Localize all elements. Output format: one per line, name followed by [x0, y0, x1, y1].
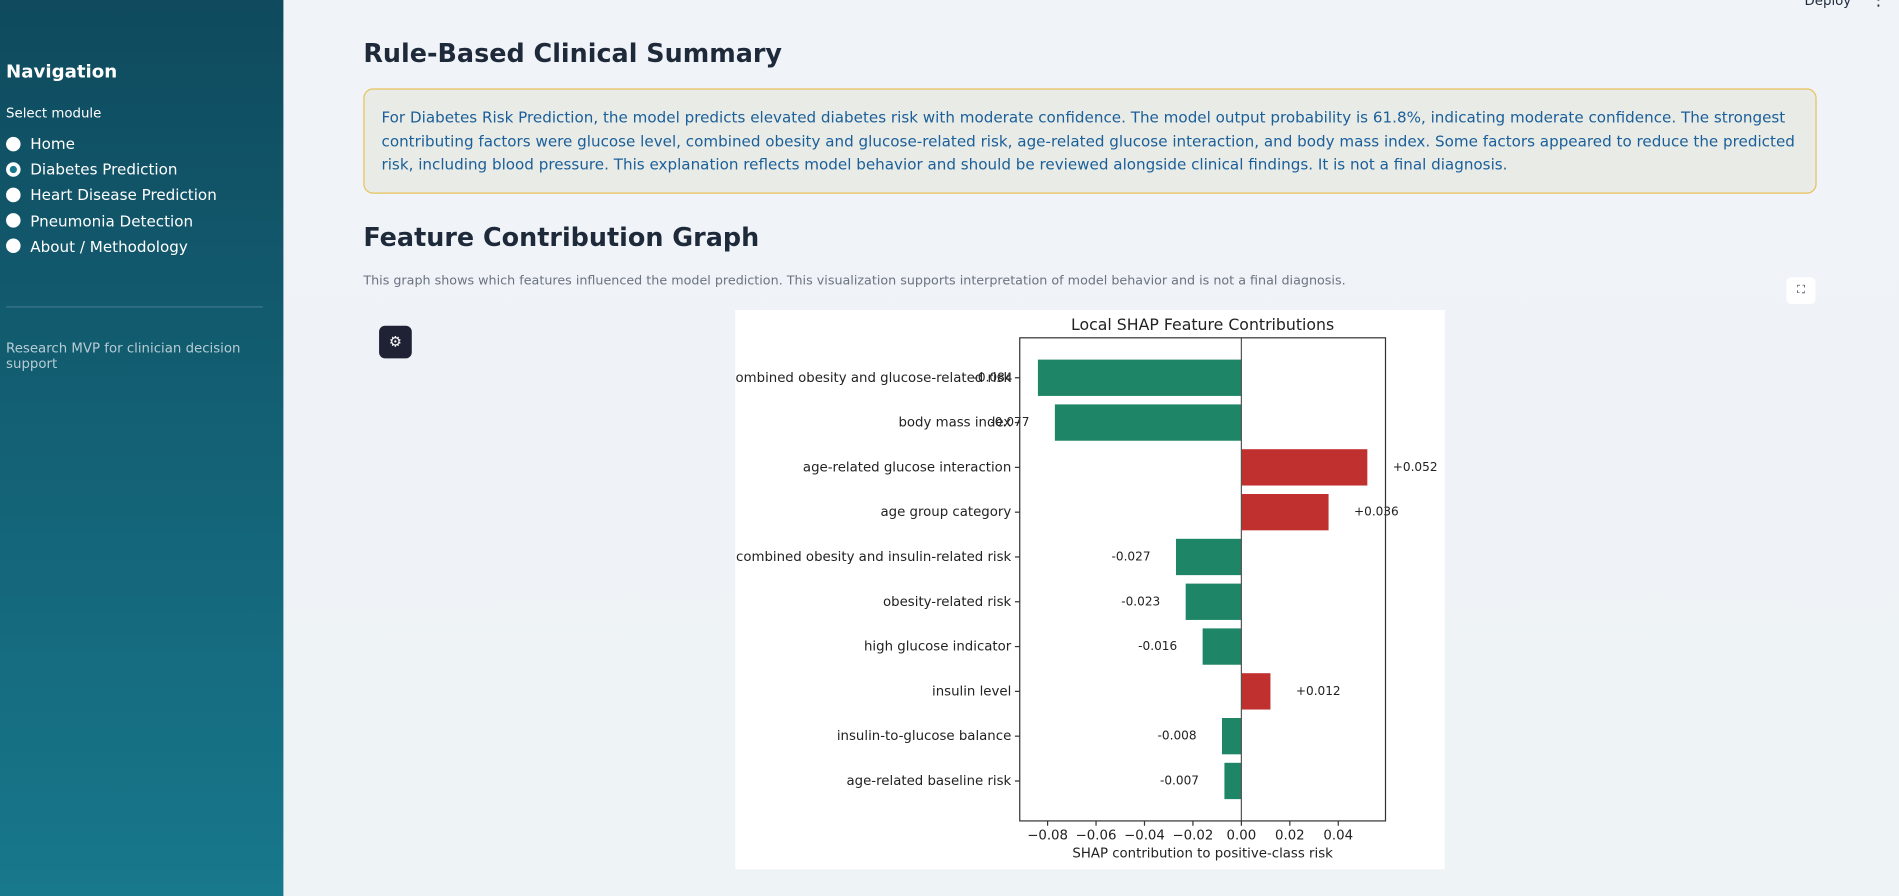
x-tick-label: 0.02	[1275, 828, 1305, 843]
radio-label: Select module	[6, 105, 102, 122]
y-tick-label: high glucose indicator	[864, 640, 1012, 655]
value-label: -0.008	[1158, 729, 1197, 743]
y-tick-label: obesity-related risk	[883, 595, 1012, 610]
radio-text[interactable]: About / Methodology	[30, 237, 188, 256]
section-title: Feature Contribution Graph	[363, 222, 760, 252]
bar	[1037, 359, 1242, 396]
value-label: +0.052	[1393, 460, 1438, 474]
y-tick-label: insulin-to-glucose balance	[837, 729, 1011, 744]
value-label: +0.036	[1354, 505, 1399, 519]
y-tick-label: age-related baseline risk	[847, 774, 1012, 789]
bar	[1221, 718, 1242, 755]
value-label: -0.084	[973, 370, 1012, 384]
value-label: -0.007	[1160, 773, 1199, 787]
x-tick-label: −0.04	[1124, 828, 1165, 843]
x-tick-label: −0.02	[1173, 828, 1214, 843]
radio-option[interactable]: Pneumonia Detection	[6, 211, 194, 230]
bar	[1241, 449, 1368, 486]
summary-alert: For Diabetes Risk Prediction, the model …	[363, 88, 1817, 194]
value-label: -0.023	[1121, 594, 1160, 608]
radio-option[interactable]: Heart Disease Prediction	[6, 186, 217, 204]
bar	[1054, 404, 1242, 441]
section-title: Rule-Based Clinical Summary	[363, 38, 782, 68]
y-tick-label: combined obesity and glucose-related ris…	[735, 371, 1011, 386]
radio-text[interactable]: Diabetes Prediction	[30, 160, 178, 179]
bar	[1241, 673, 1271, 710]
sidebar-caption: Research MVP for clinician decision supp…	[6, 340, 241, 372]
x-tick-label: 0.04	[1323, 828, 1353, 843]
bar	[1241, 494, 1329, 531]
radio-dot[interactable]	[6, 161, 21, 177]
sidebar: Navigation Select module Home Diabetes Pr…	[0, 0, 284, 896]
y-tick-label: age group category	[880, 505, 1011, 520]
y-tick-label: age-related glucose interaction	[803, 460, 1011, 475]
radio-dot[interactable]	[6, 136, 21, 151]
bar	[1175, 538, 1242, 576]
radio-option[interactable]: Diabetes Prediction	[6, 160, 178, 179]
value-label: -0.027	[1112, 549, 1151, 563]
bar	[1224, 762, 1242, 800]
x-tick-label: −0.06	[1076, 828, 1117, 843]
radio-dot[interactable]	[6, 238, 21, 254]
y-tick-label: insulin level	[932, 684, 1011, 699]
value-label: +0.012	[1296, 684, 1341, 698]
divider	[6, 306, 263, 308]
radio-dot[interactable]	[6, 213, 21, 228]
radio-option[interactable]: Home	[6, 134, 75, 153]
x-axis-label: SHAP contribution to positive-class risk	[1072, 847, 1333, 862]
icon-button[interactable]: ⚙	[379, 325, 412, 359]
radio-text[interactable]: Home	[30, 134, 75, 153]
x-tick-label: 0.00	[1227, 828, 1257, 843]
bar	[1185, 583, 1242, 620]
deploy-button[interactable]: Deploy	[1804, 0, 1852, 9]
menu-button[interactable]: ⋮	[1869, 0, 1887, 10]
x-tick-label: −0.08	[1027, 828, 1068, 843]
radio-text[interactable]: Pneumonia Detection	[30, 211, 194, 230]
value-label: -0.016	[1138, 639, 1177, 653]
plot-frame	[1019, 337, 1387, 822]
y-tick-label: combined obesity and insulin-related ris…	[736, 550, 1012, 565]
radio-option[interactable]: About / Methodology	[6, 237, 188, 255]
sidebar-title: Navigation	[6, 60, 118, 83]
graph-caption: This graph shows which features influenc…	[363, 273, 1346, 289]
fullscreen-button[interactable]: ⛶	[1786, 277, 1816, 304]
chart: Local SHAP Feature Contributions SHAP co…	[735, 309, 1445, 870]
radio-dot[interactable]	[6, 187, 21, 203]
chart-background	[735, 309, 1445, 870]
y-tick-label: body mass index	[898, 416, 1011, 431]
bar	[1202, 628, 1242, 665]
radio-text[interactable]: Heart Disease Prediction	[30, 185, 217, 204]
chart-title: Local SHAP Feature Contributions	[1071, 315, 1334, 334]
